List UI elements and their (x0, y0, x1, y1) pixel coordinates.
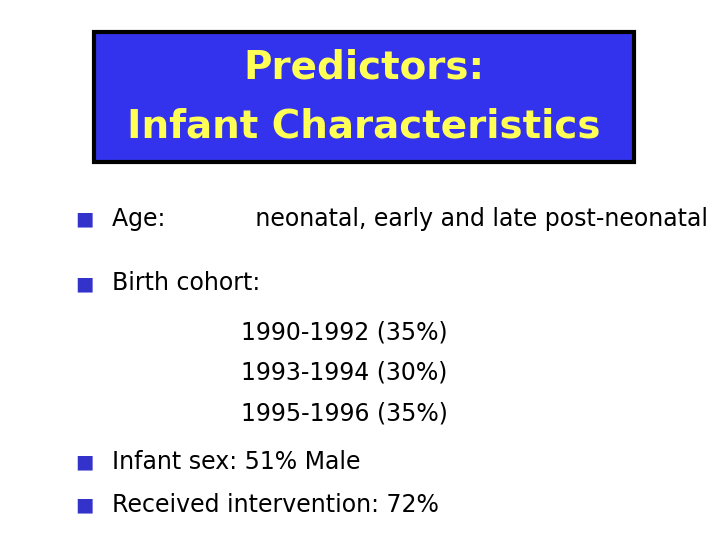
Text: ■: ■ (76, 274, 94, 293)
Text: 1993-1994 (30%): 1993-1994 (30%) (241, 361, 448, 384)
Text: Predictors:: Predictors: (243, 49, 484, 86)
FancyBboxPatch shape (94, 32, 634, 162)
Text: Received intervention: 72%: Received intervention: 72% (112, 493, 438, 517)
Text: Age:            neonatal, early and late post-neonatal: Age: neonatal, early and late post-neona… (112, 207, 708, 231)
Text: Infant Characteristics: Infant Characteristics (127, 108, 600, 146)
Text: ■: ■ (76, 209, 94, 228)
Text: Infant sex: 51% Male: Infant sex: 51% Male (112, 450, 360, 474)
Text: ■: ■ (76, 495, 94, 515)
Text: 1995-1996 (35%): 1995-1996 (35%) (241, 401, 448, 425)
Text: 1990-1992 (35%): 1990-1992 (35%) (241, 320, 448, 344)
Text: Birth cohort:: Birth cohort: (112, 272, 260, 295)
Text: ■: ■ (76, 452, 94, 471)
